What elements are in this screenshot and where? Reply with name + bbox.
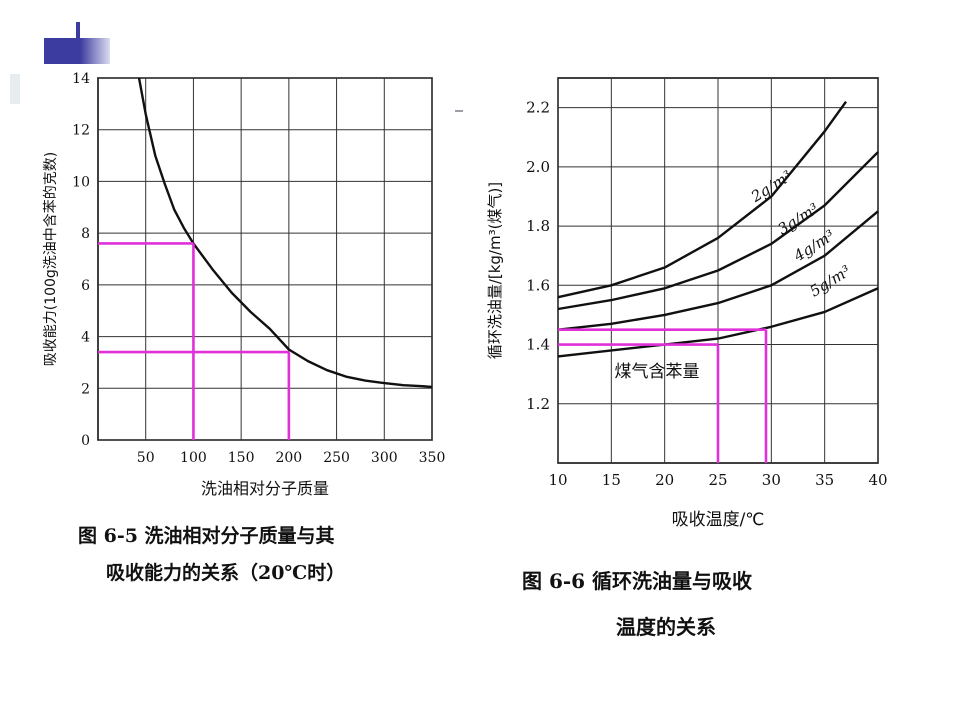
x-tick-label: 100 (180, 450, 207, 466)
series-label: 5g/m³ (807, 262, 854, 301)
x-tick-label: 150 (228, 450, 255, 466)
x-axis-label: 洗油相对分子质量 (201, 479, 329, 498)
series-label: 4g/m³ (790, 226, 838, 265)
x-tick-label: 300 (371, 450, 398, 466)
plot-frame (97, 77, 433, 441)
y-tick-label: 1.4 (526, 336, 550, 354)
caption-line: 温度的关系 (616, 615, 716, 639)
y-tick-label: 2 (81, 381, 90, 397)
series-label: 3g/m³ (775, 200, 822, 239)
x-tick-label: 50 (137, 450, 155, 466)
x-tick-label: 25 (708, 471, 727, 489)
x-tick-label: 30 (762, 471, 781, 489)
slide-dash-mark (455, 110, 463, 112)
y-tick-label: 1.8 (526, 217, 550, 235)
x-tick-label: 20 (655, 471, 674, 489)
chart-molecular-weight-absorption: 50 100 150 200 250 300 350 0 2 4 6 8 10 12 14 洗油相对分子质量 吸… (42, 71, 445, 498)
series-line (557, 151, 879, 311)
series-line (557, 100, 847, 299)
y-tick-label: 8 (81, 226, 90, 242)
x-tick-label: 40 (868, 471, 887, 489)
y-tick-label: 6 (81, 278, 90, 294)
figure-caption-6-6: 图 6-6 循环洗油量与吸收 温度的关系 (522, 558, 752, 650)
y-tick-label: 10 (72, 174, 90, 190)
caption-line: 图 6-6 循环洗油量与吸收 (522, 569, 753, 593)
y-axis-label: 吸收能力(100g洗油中含苯的克数) (42, 152, 59, 367)
slide-left-accent (10, 74, 20, 104)
x-tick-label: 35 (815, 471, 834, 489)
y-tick-label: 2.2 (526, 99, 550, 117)
series-line (137, 77, 433, 389)
caption-line: 吸收能力的关系（20℃时） (106, 562, 346, 584)
y-tick-label: 2.0 (526, 158, 550, 176)
y-tick-label: 14 (72, 71, 90, 87)
y-tick-label: 4 (81, 330, 90, 346)
series-line (557, 287, 879, 358)
x-tick-label: 350 (419, 450, 446, 466)
caption-line: 图 6-5 洗油相对分子质量与其 (78, 525, 335, 547)
y-tick-label: 0 (81, 433, 90, 449)
series-line (557, 210, 879, 331)
y-axis-label: 循环洗油量/[kg/m³(煤气)] (486, 182, 504, 359)
x-tick-label: 200 (275, 450, 302, 466)
y-tick-label: 1.6 (526, 276, 550, 294)
chart-oil-flow-temperature: 10 15 20 25 30 35 40 1.2 1.4 1.6 1.8 2.0 2.2 吸收温度/℃ 循环… (486, 77, 888, 530)
y-tick-label: 1.2 (526, 395, 550, 413)
x-tick-label: 15 (602, 471, 621, 489)
x-tick-label: 250 (323, 450, 350, 466)
x-tick-label: 10 (548, 471, 567, 489)
annotation-label: 煤气含苯量 (615, 362, 700, 382)
figure-caption-6-5: 图 6-5 洗油相对分子质量与其 吸收能力的关系（20℃时） (78, 518, 345, 592)
y-tick-label: 12 (72, 123, 90, 139)
slide-accent-line (76, 22, 80, 60)
x-axis-label: 吸收温度/℃ (672, 510, 765, 530)
